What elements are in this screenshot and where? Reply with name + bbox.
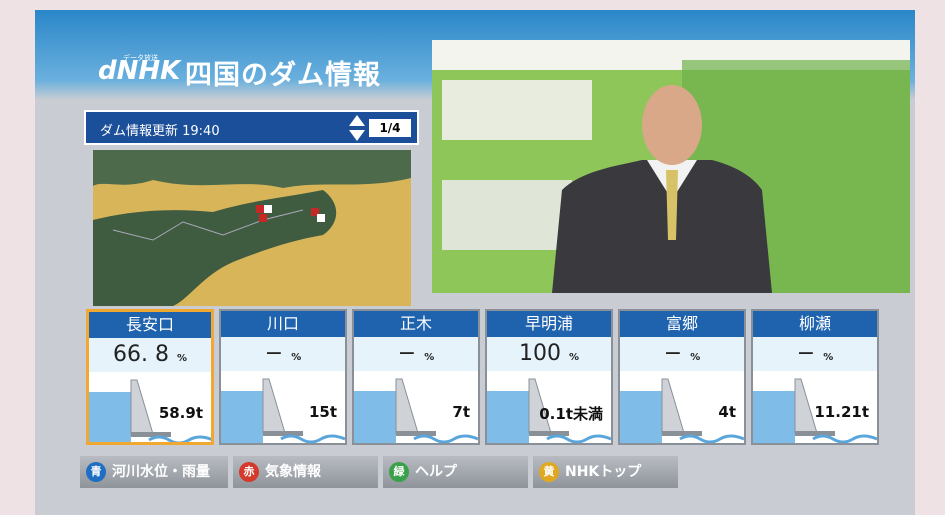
title: 四国のダム情報: [185, 53, 381, 92]
dam-name: 富郷: [620, 311, 744, 337]
color-key: 青: [86, 462, 106, 482]
dam-name: 長安口: [89, 312, 211, 338]
dam-rate: −: [664, 341, 682, 366]
color-button[interactable]: 赤気象情報: [233, 456, 378, 488]
dam-rate: 66. 8: [113, 342, 169, 367]
dam-rate-row: 66. 8%: [89, 338, 211, 372]
dam-rate: 100: [519, 341, 561, 366]
button-label: 河川水位・雨量: [112, 464, 210, 480]
dam-rate: −: [265, 341, 283, 366]
dam-rate: −: [797, 341, 815, 366]
dam-rate: −: [398, 341, 416, 366]
video: [432, 40, 910, 293]
color-key: 黄: [539, 462, 559, 482]
dam-rate-row: 100%: [487, 337, 611, 371]
logo-caption: データ放送: [123, 53, 158, 63]
button-label: 気象情報: [265, 464, 321, 480]
dam-rate-unit: %: [569, 352, 579, 363]
dam-rate-unit: %: [424, 352, 434, 363]
dam-name: 早明浦: [487, 311, 611, 337]
dam-card[interactable]: 富郷−%4t: [618, 309, 746, 445]
arrows[interactable]: [348, 114, 366, 142]
dam-rate-unit: %: [291, 352, 301, 363]
update-bar: ダム情報更新 19:40 1/4: [84, 110, 419, 145]
color-button[interactable]: 黄 NHKトップ: [533, 456, 678, 488]
dam-discharge: 7t: [452, 403, 470, 421]
color-button[interactable]: 青河川水位・雨量: [80, 456, 228, 488]
dam-name: 川口: [221, 311, 345, 337]
map: [93, 150, 411, 306]
button-label: ヘルプ: [415, 464, 457, 480]
dam-rate-unit: %: [823, 352, 833, 363]
color-button[interactable]: 緑ヘルプ: [383, 456, 528, 488]
dam-discharge: 58.9t: [159, 404, 203, 422]
dam-discharge: 15t: [309, 403, 337, 421]
dam-card[interactable]: 柳瀬−%11.21t: [751, 309, 879, 445]
dam-rate-row: −%: [221, 337, 345, 371]
color-key: 赤: [239, 462, 259, 482]
dam-rate-unit: %: [177, 353, 187, 364]
dam-rate-row: −%: [354, 337, 478, 371]
page-indicator: 1/4: [369, 119, 411, 137]
dam-name: 柳瀬: [753, 311, 877, 337]
dam-name: 正木: [354, 311, 478, 337]
color-key: 緑: [389, 462, 409, 482]
button-label: NHKトップ: [565, 464, 641, 480]
dam-rate-row: −%: [620, 337, 744, 371]
update-label: ダム情報更新 19:40: [100, 120, 220, 139]
dam-card[interactable]: 川口−%15t: [219, 309, 347, 445]
dam-discharge: 4t: [718, 403, 736, 421]
page: dNHK データ放送 四国のダム情報 ダム情報更新 19:40 1/4 長安口6…: [0, 0, 945, 515]
dam-discharge: 11.21t: [814, 403, 869, 421]
dam-discharge: 0.1t未満: [539, 403, 603, 424]
dam-rate-unit: %: [690, 352, 700, 363]
dam-rate-row: −%: [753, 337, 877, 371]
dam-card[interactable]: 正木−%7t: [352, 309, 480, 445]
